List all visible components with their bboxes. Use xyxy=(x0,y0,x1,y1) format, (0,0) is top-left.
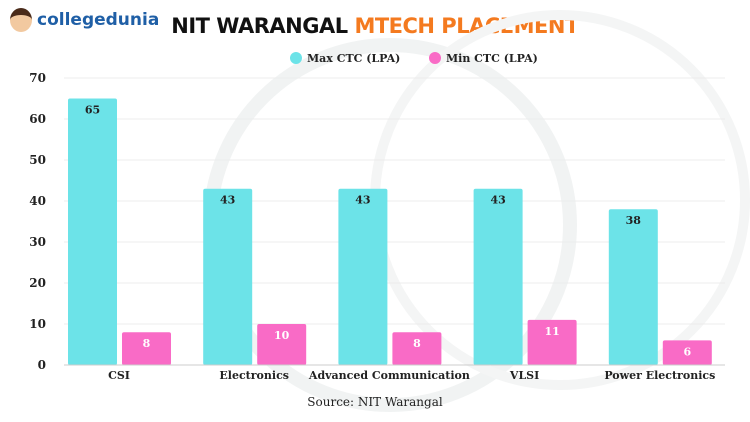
y-tick-label: 10 xyxy=(29,317,46,331)
source-note: Source: NIT Warangal xyxy=(307,395,443,409)
x-tick-label: VLSI xyxy=(509,369,539,382)
legend-swatch xyxy=(429,52,441,64)
y-tick-label: 50 xyxy=(29,153,46,167)
data-label: 43 xyxy=(490,194,505,207)
brand-name: collegedunia xyxy=(37,10,160,30)
data-label: 8 xyxy=(143,337,151,350)
data-label: 43 xyxy=(220,194,235,207)
data-label: 11 xyxy=(544,325,559,338)
data-label: 43 xyxy=(355,194,370,207)
x-tick-label: Electronics xyxy=(219,369,289,382)
bar-max xyxy=(473,188,523,365)
bar-min xyxy=(527,319,577,365)
x-tick-label: CSI xyxy=(108,369,130,382)
bar-min xyxy=(392,332,442,365)
x-tick-label: Power Electronics xyxy=(604,369,715,382)
x-tick-label: Advanced Communication xyxy=(308,369,470,382)
bar-max xyxy=(68,98,117,365)
data-label: 65 xyxy=(85,104,100,117)
y-tick-label: 0 xyxy=(38,358,46,372)
data-label: 6 xyxy=(683,345,691,358)
legend-label: Max CTC (LPA) xyxy=(307,52,400,65)
bar-min xyxy=(257,324,307,365)
bar-max xyxy=(608,209,658,365)
legend-swatch xyxy=(290,52,302,64)
y-tick-label: 20 xyxy=(29,276,46,290)
y-tick-label: 60 xyxy=(29,112,46,126)
y-tick-label: 30 xyxy=(29,235,46,249)
data-label: 10 xyxy=(274,329,290,342)
y-tick-label: 40 xyxy=(29,194,46,208)
y-tick-label: 70 xyxy=(29,71,46,85)
title-part1: NIT WARANGAL xyxy=(171,14,348,38)
bar-max xyxy=(203,188,253,365)
bar-min xyxy=(122,332,171,365)
bar-max xyxy=(338,188,388,365)
data-label: 8 xyxy=(413,337,421,350)
bar-min xyxy=(662,340,712,365)
data-label: 38 xyxy=(626,214,642,227)
legend-label: Min CTC (LPA) xyxy=(446,52,538,65)
logo: collegedunia xyxy=(10,8,159,32)
mascot-icon xyxy=(10,8,32,32)
